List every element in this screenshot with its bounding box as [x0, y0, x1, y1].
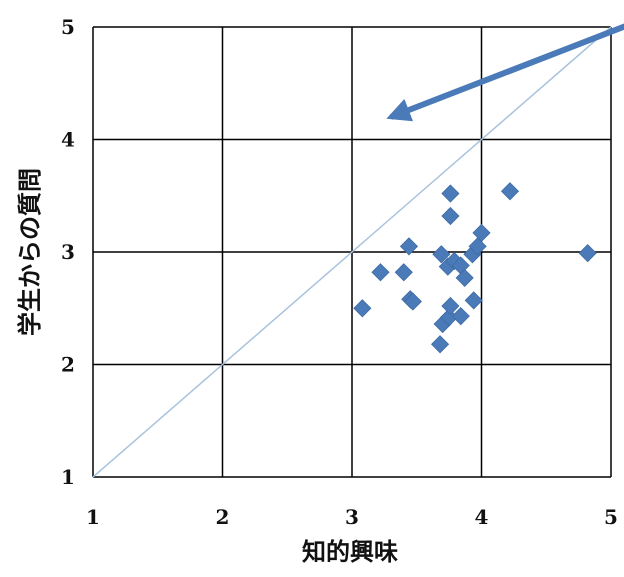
x-tick-label: 1 — [86, 505, 100, 529]
data-point — [455, 268, 474, 287]
data-points — [353, 182, 597, 354]
y-tick-label: 5 — [61, 15, 75, 39]
data-point — [578, 244, 597, 263]
data-point — [451, 307, 470, 326]
data-point — [441, 296, 460, 316]
data-point — [441, 184, 460, 203]
data-point — [371, 263, 390, 282]
data-point — [464, 291, 483, 310]
x-tick-label: 4 — [475, 505, 489, 529]
x-axis-ticks: 1 2 3 4 5 — [86, 505, 618, 529]
x-axis-label: 知的興味 — [302, 538, 398, 566]
data-point — [353, 299, 372, 318]
data-point — [441, 206, 460, 226]
data-point — [468, 237, 487, 256]
data-point — [394, 263, 413, 282]
y-tick-label: 4 — [61, 128, 75, 152]
data-point — [472, 223, 491, 242]
data-point — [399, 237, 419, 256]
x-tick-label: 2 — [216, 505, 230, 529]
x-tick-label: 5 — [604, 505, 618, 529]
y-axis-label: 学生からの質問 — [16, 168, 44, 336]
reference-diagonal-line — [92, 26, 612, 478]
y-tick-label: 3 — [61, 240, 75, 264]
data-point — [403, 292, 422, 311]
data-point — [432, 245, 451, 264]
data-point — [430, 335, 450, 354]
y-axis-ticks: 1 2 3 4 5 — [61, 15, 75, 489]
y-tick-label: 2 — [61, 353, 75, 377]
gridlines — [92, 26, 612, 478]
data-point — [500, 182, 520, 201]
x-tick-label: 3 — [345, 505, 359, 529]
y-tick-label: 1 — [61, 465, 75, 489]
annotation-arrow — [386, 23, 624, 122]
